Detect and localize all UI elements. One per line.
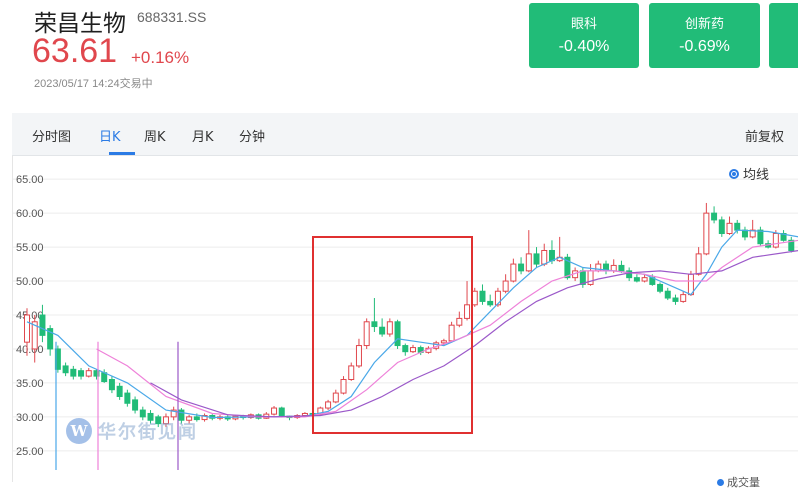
watermark: W 华尔街见闻 [66,418,198,444]
radio-selected-icon[interactable] [729,169,739,179]
forward-adjust-button[interactable]: 前复权 [745,126,784,145]
sector-name: 眼科 [529,13,639,32]
current-price: 63.61 [32,32,117,71]
sector-change: -0.69% [649,38,760,56]
volume-label[interactable]: 成交量 [717,474,760,490]
sector-card-partial[interactable] [769,3,798,68]
trade-timestamp: 2023/05/17 14:24交易中 [34,75,153,91]
tab-minute[interactable]: 分钟 [239,126,265,145]
tab-daily-k[interactable]: 日K [99,126,121,145]
watermark-text: 华尔街见闻 [98,418,198,444]
sector-name: 创新药 [649,13,760,32]
tab-monthly-k[interactable]: 月K [192,126,214,145]
volume-label-text: 成交量 [727,474,760,490]
ma-legend-toggle[interactable]: 均线 [729,164,769,183]
stock-code: 688331.SS [137,9,206,25]
volume-dot-icon [717,479,724,486]
sector-change: -0.40% [529,38,639,56]
tab-intraday[interactable]: 分时图 [32,126,71,145]
ma-legend-label: 均线 [743,164,769,183]
change-percent: +0.16% [131,48,189,68]
sector-card-eye[interactable]: 眼科 -0.40% [529,3,639,68]
wallstreetcn-logo-icon: W [66,418,92,444]
tab-weekly-k[interactable]: 周K [144,126,166,145]
active-tab-indicator [109,152,135,155]
chart-tab-bar: 分时图 日K 周K 月K 分钟 前复权 [12,113,798,156]
sector-card-innovative-drug[interactable]: 创新药 -0.69% [649,3,760,68]
